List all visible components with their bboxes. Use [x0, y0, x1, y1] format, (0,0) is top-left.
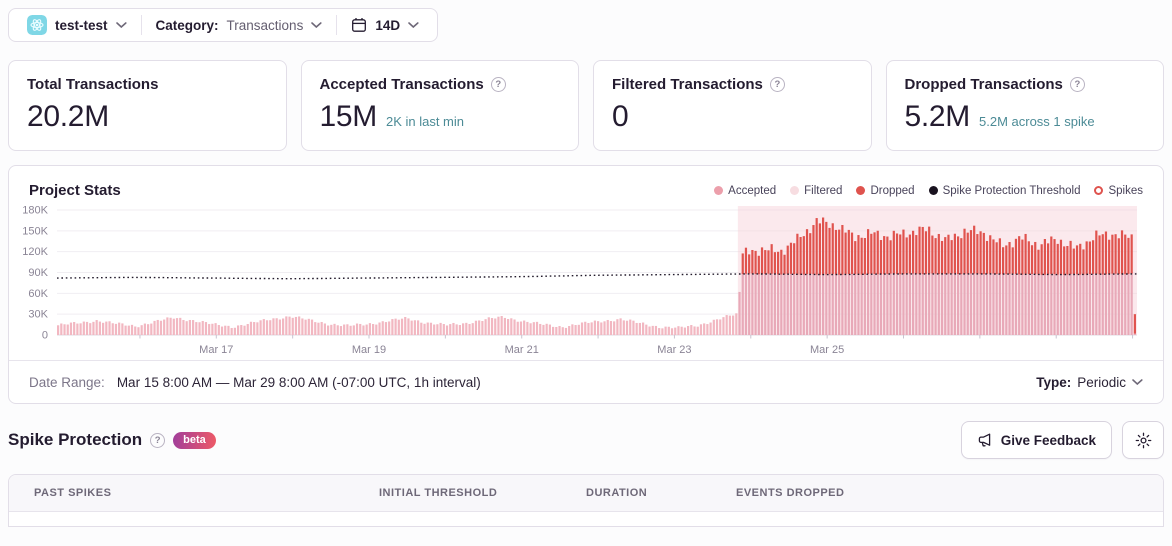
chevron-down-icon — [115, 22, 127, 28]
project-name: test-test — [55, 17, 108, 33]
svg-text:60K: 60K — [28, 288, 48, 300]
category-selector[interactable]: Category: Transactions — [142, 9, 337, 41]
table-header-row: PAST SPIKES INITIAL THRESHOLD DURATION E… — [9, 475, 1163, 512]
chevron-down-icon — [408, 22, 419, 28]
card-value: 20.2M — [27, 100, 109, 133]
svg-text:120K: 120K — [22, 246, 48, 258]
page-filter-bar: test-test Category: Transactions 14D — [8, 8, 439, 42]
settings-button[interactable] — [1122, 421, 1164, 459]
spike-protection-header: Spike Protection ? beta Give Feedback — [8, 421, 1164, 459]
legend-dot-icon — [856, 186, 866, 195]
give-feedback-label: Give Feedback — [1000, 432, 1096, 448]
calendar-icon — [352, 18, 367, 32]
type-label: Type: — [1036, 374, 1072, 390]
svg-text:Mar 19: Mar 19 — [352, 344, 386, 356]
legend-label: Dropped — [870, 184, 915, 197]
spike-ring-icon — [1094, 186, 1104, 195]
card-title: Filtered Transactions — [612, 76, 763, 93]
legend-item-spike-protection-threshold[interactable]: Spike Protection Threshold — [928, 184, 1081, 197]
legend-label: Spike Protection Threshold — [942, 184, 1081, 197]
card-subvalue: 5.2M across 1 spike — [979, 114, 1095, 129]
card-value: 0 — [612, 100, 629, 133]
help-icon[interactable]: ? — [1069, 77, 1085, 92]
svg-text:30K: 30K — [28, 309, 48, 321]
page: test-test Category: Transactions 14D Tot… — [8, 8, 1164, 527]
help-icon[interactable]: ? — [490, 77, 506, 92]
divider — [140, 15, 142, 35]
svg-text:Mar 17: Mar 17 — [199, 344, 233, 356]
chevron-down-icon — [1132, 379, 1143, 385]
date-range-footer: Date Range: Mar 15 8:00 AM — Mar 29 8:00… — [9, 360, 1163, 403]
divider — [336, 15, 338, 35]
beta-badge: beta — [173, 431, 216, 449]
svg-text:150K: 150K — [22, 225, 48, 237]
card-title: Accepted Transactions — [319, 76, 484, 93]
date-range-selector[interactable]: 14D — [337, 9, 433, 41]
project-stats-chart[interactable]: 180K 150K 120K 90K 60K 30K 0 Mar 17 Mar 19 Mar 21… — [9, 203, 1164, 360]
legend-item-dropped[interactable]: Dropped — [856, 184, 915, 197]
past-spikes-table: PAST SPIKES INITIAL THRESHOLD DURATION E… — [8, 474, 1164, 527]
chart-legend: Accepted Filtered Dropped Spike Protection … — [714, 185, 1143, 197]
date-range-value: Mar 15 8:00 AM — Mar 29 8:00 AM (-07:00 … — [116, 374, 481, 390]
column-header-duration: DURATION — [586, 487, 648, 499]
chart-title: Project Stats — [29, 182, 121, 199]
legend-dot-icon — [790, 186, 800, 195]
stat-cards: Total Transactions 20.2M Accepted Transa… — [8, 60, 1164, 151]
react-platform-icon — [27, 15, 47, 35]
card-value: 5.2M — [904, 100, 971, 133]
card-accepted-transactions: Accepted Transactions ? 15M 2K in last m… — [300, 60, 579, 151]
card-value: 15M — [319, 100, 378, 133]
table-row[interactable] — [9, 512, 1163, 526]
help-icon[interactable]: ? — [150, 432, 166, 448]
category-value: Transactions — [226, 17, 304, 33]
column-header-past-spikes: PAST SPIKES — [34, 487, 112, 499]
column-header-events-dropped: EVENTS DROPPED — [736, 487, 845, 499]
date-range-value: 14D — [375, 17, 401, 33]
legend-label: Spikes — [1108, 184, 1143, 197]
svg-text:Mar 25: Mar 25 — [810, 344, 844, 356]
svg-text:90K: 90K — [28, 267, 48, 279]
help-icon[interactable]: ? — [769, 77, 785, 92]
give-feedback-button[interactable]: Give Feedback — [960, 421, 1112, 459]
chevron-down-icon — [311, 22, 322, 28]
legend-item-filtered[interactable]: Filtered — [790, 185, 842, 197]
svg-text:Mar 23: Mar 23 — [657, 344, 691, 356]
section-title: Spike Protection — [8, 430, 143, 449]
legend-label: Accepted — [728, 184, 777, 197]
date-range-label: Date Range: — [29, 374, 105, 390]
card-dropped-transactions: Dropped Transactions ? 5.2M 5.2M across … — [885, 60, 1164, 151]
svg-text:180K: 180K — [22, 205, 48, 217]
category-label: Category: — [155, 17, 219, 33]
svg-text:0: 0 — [42, 330, 48, 342]
type-value: Periodic — [1077, 374, 1126, 390]
legend-item-accepted[interactable]: Accepted — [714, 185, 776, 197]
card-title: Dropped Transactions — [904, 76, 1063, 93]
project-stats-panel: Project Stats Accepted Filtered Dropped Spi… — [8, 165, 1164, 404]
type-selector[interactable]: Type: Periodic — [1036, 375, 1143, 390]
svg-text:Mar 21: Mar 21 — [505, 344, 539, 356]
legend-item-spikes[interactable]: Spikes — [1094, 185, 1143, 197]
project-selector[interactable]: test-test — [13, 9, 141, 41]
column-header-initial-threshold: INITIAL THRESHOLD — [379, 487, 498, 499]
card-filtered-transactions: Filtered Transactions ? 0 — [593, 60, 872, 151]
card-title: Total Transactions — [27, 76, 159, 93]
megaphone-icon — [978, 433, 990, 447]
card-subvalue: 2K in last min — [385, 114, 465, 129]
legend-dot-icon — [714, 186, 724, 195]
legend-dot-icon — [928, 186, 938, 195]
gear-icon — [1135, 432, 1151, 448]
card-total-transactions: Total Transactions 20.2M — [8, 60, 287, 151]
legend-label: Filtered — [804, 184, 843, 197]
